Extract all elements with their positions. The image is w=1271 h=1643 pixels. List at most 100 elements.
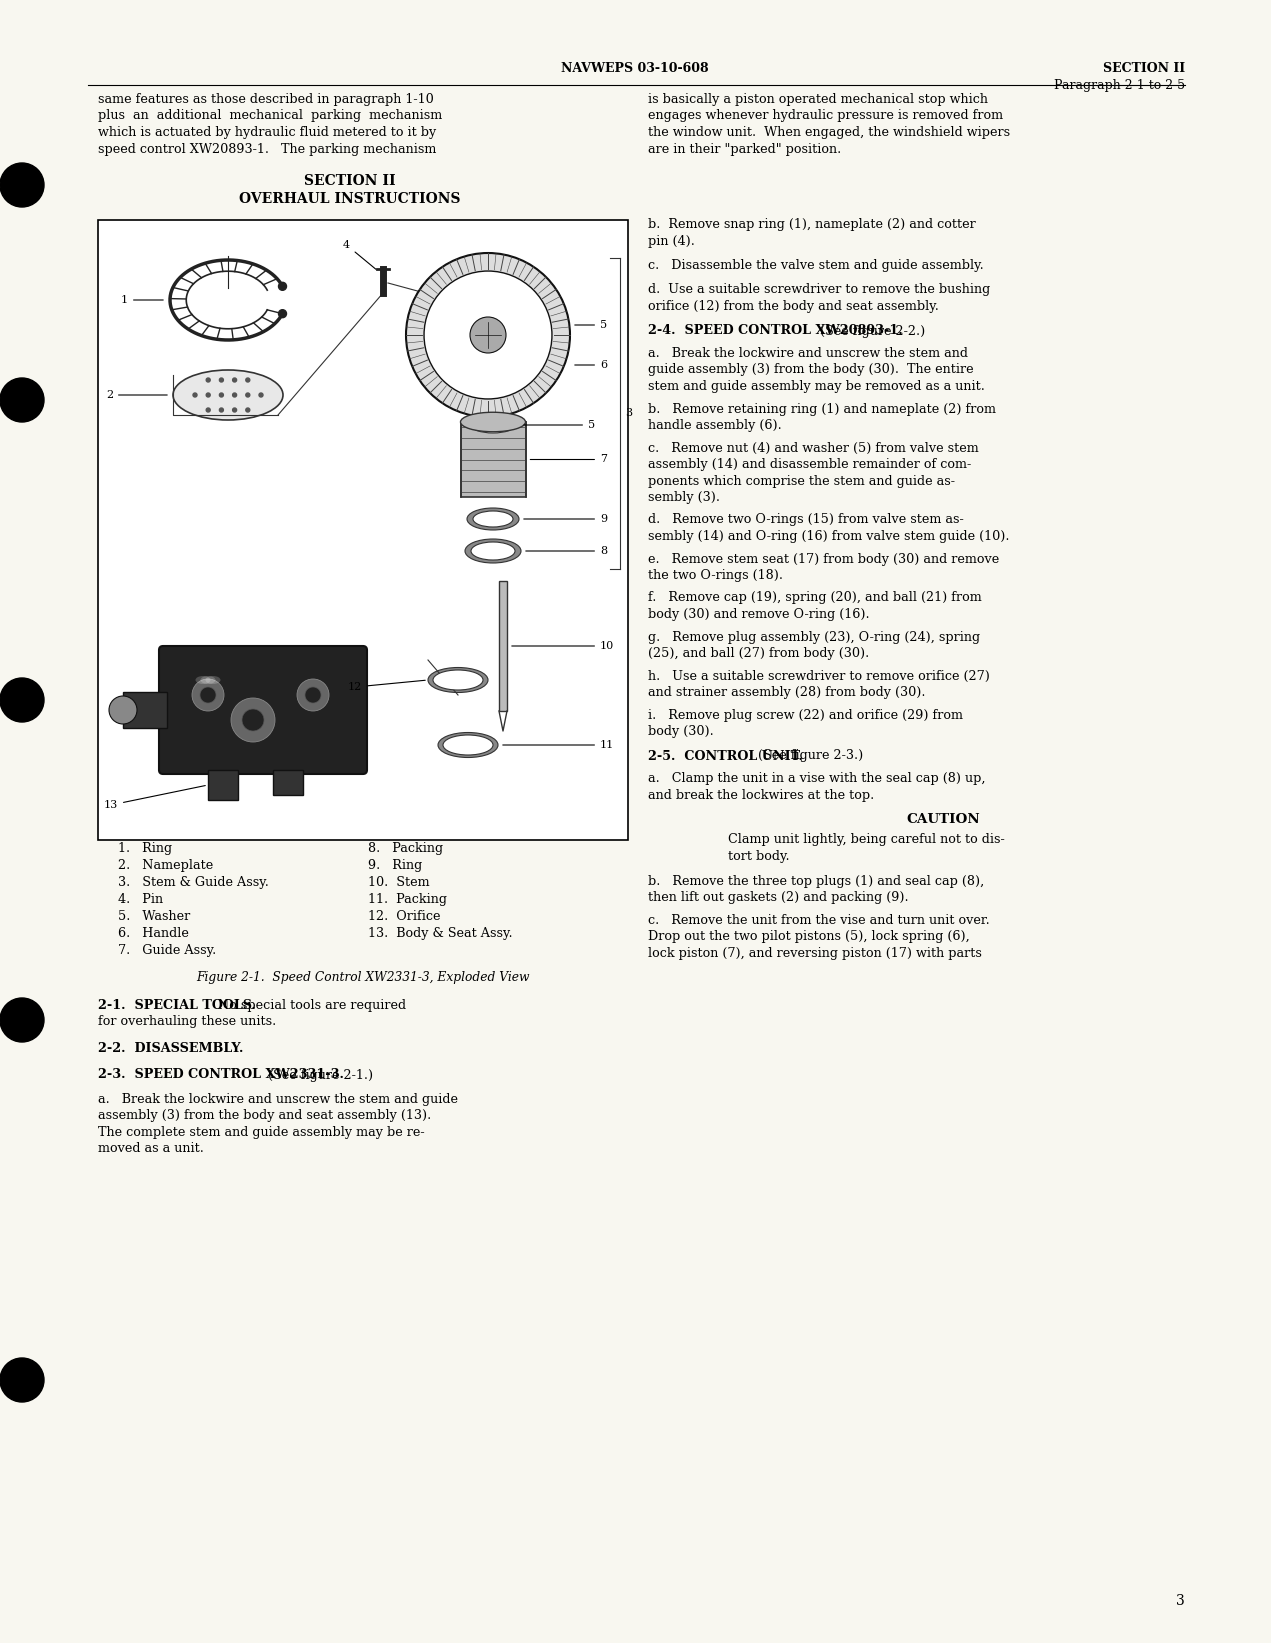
Text: 10.  Stem: 10. Stem <box>369 876 430 889</box>
Circle shape <box>259 393 263 398</box>
Circle shape <box>278 309 286 317</box>
Text: the two O-rings (18).: the two O-rings (18). <box>648 568 783 582</box>
Text: SECTION II: SECTION II <box>304 174 395 187</box>
Text: body (30) and remove O-ring (16).: body (30) and remove O-ring (16). <box>648 608 869 621</box>
FancyBboxPatch shape <box>159 646 367 774</box>
Text: 2-3.  SPEED CONTROL XW2331-3.: 2-3. SPEED CONTROL XW2331-3. <box>98 1068 344 1081</box>
Text: plus  an  additional  mechanical  parking  mechanism: plus an additional mechanical parking me… <box>98 110 442 123</box>
Circle shape <box>109 697 137 725</box>
Text: i.   Remove plug screw (22) and orifice (29) from: i. Remove plug screw (22) and orifice (2… <box>648 708 963 721</box>
Text: moved as a unit.: moved as a unit. <box>98 1142 203 1155</box>
Text: 7: 7 <box>530 455 608 465</box>
Text: 5: 5 <box>524 421 595 430</box>
Circle shape <box>405 253 569 417</box>
Text: a.   Break the lockwire and unscrew the stem and guide: a. Break the lockwire and unscrew the st… <box>98 1093 458 1106</box>
Ellipse shape <box>173 370 283 421</box>
Text: stem and guide assembly may be removed as a unit.: stem and guide assembly may be removed a… <box>648 380 985 393</box>
Circle shape <box>220 393 224 398</box>
Circle shape <box>305 687 322 703</box>
Text: 13.  Body & Seat Assy.: 13. Body & Seat Assy. <box>369 927 512 940</box>
Circle shape <box>0 378 44 422</box>
Ellipse shape <box>438 733 498 757</box>
Text: 2-1.  SPECIAL TOOLS.: 2-1. SPECIAL TOOLS. <box>98 999 255 1012</box>
Text: c.   Remove the unit from the vise and turn unit over.: c. Remove the unit from the vise and tur… <box>648 914 990 927</box>
Ellipse shape <box>460 412 525 432</box>
Text: assembly (3) from the body and seat assembly (13).: assembly (3) from the body and seat asse… <box>98 1109 431 1122</box>
Text: 1.   Ring: 1. Ring <box>118 841 172 854</box>
Text: 11.  Packing: 11. Packing <box>369 894 447 905</box>
Text: d.  Use a suitable screwdriver to remove the bushing: d. Use a suitable screwdriver to remove … <box>648 284 990 296</box>
Text: 2-4.  SPEED CONTROL XW20893-1.: 2-4. SPEED CONTROL XW20893-1. <box>648 325 902 337</box>
Text: Paragraph 2-1 to 2-5: Paragraph 2-1 to 2-5 <box>1054 79 1185 92</box>
Text: engages whenever hydraulic pressure is removed from: engages whenever hydraulic pressure is r… <box>648 110 1003 123</box>
Circle shape <box>245 393 250 398</box>
Ellipse shape <box>466 508 519 531</box>
Text: sembly (14) and O-ring (16) from valve stem guide (10).: sembly (14) and O-ring (16) from valve s… <box>648 531 1009 542</box>
Text: pin (4).: pin (4). <box>648 235 695 248</box>
Text: 1: 1 <box>121 296 163 306</box>
Text: b.   Remove the three top plugs (1) and seal cap (8),: b. Remove the three top plugs (1) and se… <box>648 874 984 887</box>
Text: c.   Remove nut (4) and washer (5) from valve stem: c. Remove nut (4) and washer (5) from va… <box>648 442 979 455</box>
Text: The complete stem and guide assembly may be re-: The complete stem and guide assembly may… <box>98 1125 425 1139</box>
Text: c.   Disassemble the valve stem and guide assembly.: c. Disassemble the valve stem and guide … <box>648 260 984 273</box>
Text: f.   Remove cap (19), spring (20), and ball (21) from: f. Remove cap (19), spring (20), and bal… <box>648 591 981 605</box>
Text: 2.   Nameplate: 2. Nameplate <box>118 859 214 872</box>
Text: the window unit.  When engaged, the windshield wipers: the window unit. When engaged, the winds… <box>648 127 1010 140</box>
Bar <box>208 771 238 800</box>
Text: lock piston (7), and reversing piston (17) with parts: lock piston (7), and reversing piston (1… <box>648 946 982 960</box>
Ellipse shape <box>466 414 520 435</box>
Text: Clamp unit lightly, being careful not to dis-: Clamp unit lightly, being careful not to… <box>728 833 1005 846</box>
Text: ponents which comprise the stem and guide as-: ponents which comprise the stem and guid… <box>648 475 955 488</box>
Text: CAUTION: CAUTION <box>906 813 980 826</box>
Bar <box>460 422 525 496</box>
Text: 10: 10 <box>512 641 614 651</box>
Text: (See figure 2-2.): (See figure 2-2.) <box>816 325 925 337</box>
Circle shape <box>193 393 197 398</box>
Text: 6.   Handle: 6. Handle <box>118 927 189 940</box>
Text: body (30).: body (30). <box>648 725 714 738</box>
Text: are in their "parked" position.: are in their "parked" position. <box>648 143 841 156</box>
Bar <box>500 582 507 711</box>
Text: h.   Use a suitable screwdriver to remove orifice (27): h. Use a suitable screwdriver to remove … <box>648 669 990 682</box>
Ellipse shape <box>196 675 211 683</box>
Ellipse shape <box>444 734 493 756</box>
Text: 8: 8 <box>526 545 608 555</box>
Text: No special tools are required: No special tools are required <box>210 999 407 1012</box>
Circle shape <box>233 407 236 412</box>
Text: tort body.: tort body. <box>728 849 789 863</box>
Circle shape <box>233 393 236 398</box>
Circle shape <box>233 378 236 383</box>
Ellipse shape <box>433 670 483 690</box>
Text: handle assembly (6).: handle assembly (6). <box>648 419 782 432</box>
Text: 12.  Orifice: 12. Orifice <box>369 910 441 923</box>
Text: 13: 13 <box>104 785 206 810</box>
Circle shape <box>470 317 506 353</box>
Circle shape <box>192 679 224 711</box>
Circle shape <box>200 687 216 703</box>
Text: then lift out gaskets (2) and packing (9).: then lift out gaskets (2) and packing (9… <box>648 891 909 904</box>
Text: same features as those described in paragraph 1-10: same features as those described in para… <box>98 94 433 107</box>
Text: 11: 11 <box>503 739 614 749</box>
Text: SECTION II: SECTION II <box>1103 62 1185 76</box>
Ellipse shape <box>206 675 220 683</box>
Circle shape <box>245 378 250 383</box>
Ellipse shape <box>472 542 515 560</box>
Circle shape <box>0 679 44 721</box>
Circle shape <box>425 271 552 399</box>
Circle shape <box>0 997 44 1042</box>
Ellipse shape <box>428 667 488 692</box>
Text: (25), and ball (27) from body (30).: (25), and ball (27) from body (30). <box>648 647 869 660</box>
Text: 3: 3 <box>625 409 632 419</box>
Ellipse shape <box>465 539 521 564</box>
Ellipse shape <box>472 417 515 434</box>
Circle shape <box>245 407 250 412</box>
Text: (See figure 2-3.): (See figure 2-3.) <box>755 749 864 762</box>
Text: 9: 9 <box>524 514 608 524</box>
Text: guide assembly (3) from the body (30).  The entire: guide assembly (3) from the body (30). T… <box>648 363 974 376</box>
Circle shape <box>0 1359 44 1401</box>
Text: Drop out the two pilot pistons (5), lock spring (6),: Drop out the two pilot pistons (5), lock… <box>648 930 970 943</box>
Text: assembly (14) and disassemble remainder of com-: assembly (14) and disassemble remainder … <box>648 458 971 472</box>
Circle shape <box>220 407 224 412</box>
Circle shape <box>206 393 210 398</box>
Text: OVERHAUL INSTRUCTIONS: OVERHAUL INSTRUCTIONS <box>239 192 461 205</box>
